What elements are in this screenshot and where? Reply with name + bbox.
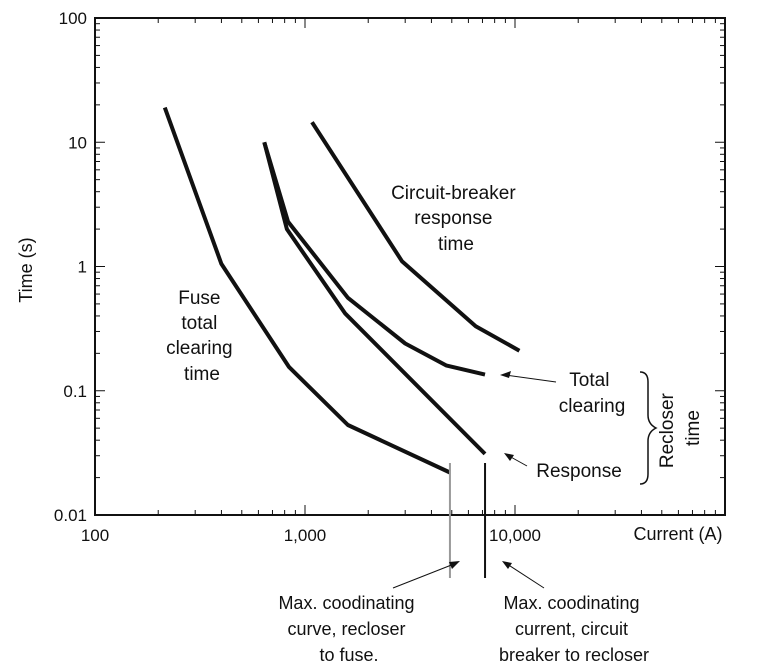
y-axis-title: Time (s): [16, 237, 36, 302]
y-tick-label: 10: [68, 133, 87, 152]
recloser-brace: [639, 371, 658, 485]
note-right: Max. coodinating current, circuit breake…: [499, 593, 649, 665]
note-left-arrow: [392, 561, 460, 589]
x-tick-label: 10,000: [489, 526, 541, 545]
total-clearing-arrow: [500, 371, 557, 383]
x-tick-label: 100: [81, 526, 109, 545]
total-clearing-label: Total clearing: [559, 370, 626, 417]
x-tick-label: 1,000: [284, 526, 327, 545]
recloser-time-label: Recloser time: [657, 388, 704, 468]
breaker-label: Circuit-breaker response time: [391, 183, 521, 255]
y-tick-label: 0.01: [54, 506, 87, 525]
response-label: Response: [536, 461, 622, 482]
note-left: Max. coodinating curve, recloser to fuse…: [278, 593, 419, 665]
tick-marks: [94, 18, 725, 516]
tick-labels: 100 1,000 10,000 100 10 1 0.1 0.01: [54, 9, 541, 545]
curves: [162, 106, 521, 475]
x-axis-title: Current (A): [633, 524, 722, 544]
note-right-arrow: [502, 561, 545, 589]
recloser_total-curve: [262, 141, 486, 377]
fuse-curve: [162, 106, 451, 475]
y-tick-label: 100: [59, 9, 87, 28]
markers: [448, 463, 487, 578]
breaker-curve: [310, 121, 521, 353]
y-tick-label: 1: [78, 258, 87, 277]
y-tick-label: 0.1: [63, 382, 87, 401]
fuse-label: Fuse total clearing time: [166, 288, 238, 385]
response-arrow: [504, 453, 528, 467]
